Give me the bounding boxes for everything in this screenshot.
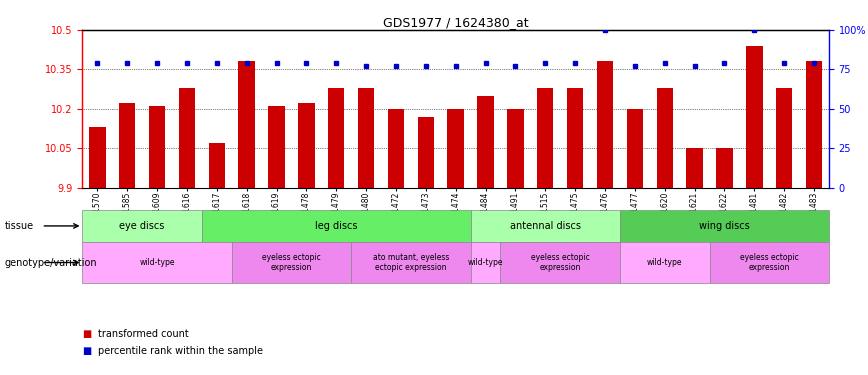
Bar bbox=[687, 148, 703, 188]
Bar bbox=[806, 62, 822, 188]
Bar bbox=[388, 109, 404, 188]
Bar bbox=[597, 62, 613, 188]
Bar bbox=[358, 88, 374, 188]
Bar bbox=[501, 242, 620, 283]
Text: wild-type: wild-type bbox=[468, 258, 503, 267]
Bar bbox=[627, 109, 643, 188]
Bar bbox=[470, 242, 501, 283]
Text: ■: ■ bbox=[82, 346, 92, 355]
Text: leg discs: leg discs bbox=[315, 221, 358, 231]
Bar bbox=[89, 127, 106, 188]
Bar bbox=[119, 104, 135, 188]
Bar bbox=[82, 242, 232, 283]
Bar bbox=[328, 88, 345, 188]
Text: ■: ■ bbox=[82, 329, 92, 339]
Bar bbox=[179, 88, 195, 188]
Bar bbox=[537, 88, 554, 188]
Text: wild-type: wild-type bbox=[647, 258, 682, 267]
Text: eyeless ectopic
expression: eyeless ectopic expression bbox=[531, 253, 589, 272]
Bar bbox=[299, 104, 314, 188]
Text: eyeless ectopic
expression: eyeless ectopic expression bbox=[262, 253, 321, 272]
Bar bbox=[746, 46, 762, 188]
Bar bbox=[776, 88, 792, 188]
Text: wild-type: wild-type bbox=[140, 258, 174, 267]
Bar bbox=[268, 106, 285, 188]
Bar bbox=[352, 242, 470, 283]
Bar bbox=[620, 242, 709, 283]
Bar bbox=[208, 143, 225, 188]
Bar bbox=[232, 242, 352, 283]
Text: antennal discs: antennal discs bbox=[510, 221, 581, 231]
Bar bbox=[202, 210, 470, 242]
Text: eyeless ectopic
expression: eyeless ectopic expression bbox=[740, 253, 799, 272]
Bar bbox=[716, 148, 733, 188]
Text: genotype/variation: genotype/variation bbox=[4, 258, 97, 267]
Bar bbox=[448, 109, 464, 188]
Bar bbox=[620, 210, 829, 242]
Bar bbox=[239, 62, 255, 188]
Bar bbox=[709, 242, 829, 283]
Text: wing discs: wing discs bbox=[699, 221, 750, 231]
Text: eye discs: eye discs bbox=[120, 221, 165, 231]
Bar bbox=[656, 88, 673, 188]
Bar bbox=[418, 117, 434, 188]
Text: tissue: tissue bbox=[4, 221, 34, 231]
Bar bbox=[82, 210, 202, 242]
Title: GDS1977 / 1624380_at: GDS1977 / 1624380_at bbox=[383, 16, 529, 29]
Text: percentile rank within the sample: percentile rank within the sample bbox=[98, 346, 263, 355]
Text: transformed count: transformed count bbox=[98, 329, 189, 339]
Bar bbox=[477, 96, 494, 188]
Bar bbox=[507, 109, 523, 188]
Bar bbox=[567, 88, 583, 188]
Bar bbox=[149, 106, 165, 188]
Bar bbox=[470, 210, 620, 242]
Text: ato mutant, eyeless
ectopic expression: ato mutant, eyeless ectopic expression bbox=[372, 253, 449, 272]
